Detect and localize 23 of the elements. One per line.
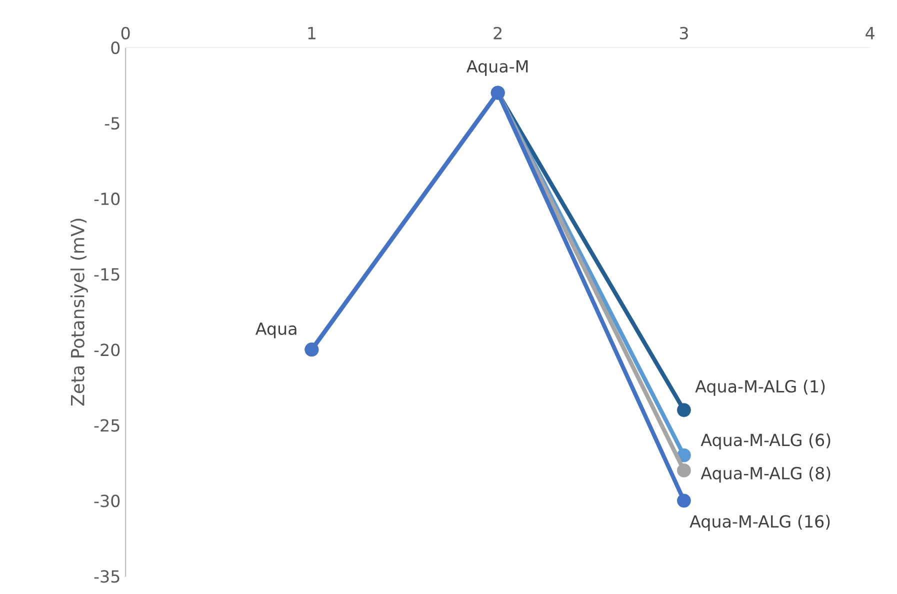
y-axis-title: Zeta Potansiyel (mV) [70,218,88,406]
x-tick-label: 3 [680,26,688,40]
y-tick-label: -35 [94,570,120,583]
x-tick-label: 0 [121,26,130,40]
point [677,494,691,508]
x-tick-label: 4 [866,27,874,40]
y-tick-label: -25 [94,419,120,432]
annotation: Aqua [255,322,296,338]
point [677,403,691,417]
x-tick-label: 1 [308,27,316,40]
y-tick-label: -30 [94,494,120,508]
series-label: Aqua-M-ALG (8) [700,466,830,483]
y-tick-label: -5 [104,117,120,130]
y-tick-label: -20 [94,344,120,356]
series-label: Aqua-M-ALG (6) [700,433,830,450]
series-label: Aqua-M-ALG (1) [695,380,825,396]
y-tick-label: 0 [111,41,120,54]
y-tick-label: -10 [94,192,120,206]
annotation: Aqua-M [466,60,528,76]
point [677,464,691,478]
x-tick-label: 2 [494,26,502,40]
y-tick-label: -15 [94,268,120,281]
series-label: Aqua-M-ALG (16) [690,514,830,531]
